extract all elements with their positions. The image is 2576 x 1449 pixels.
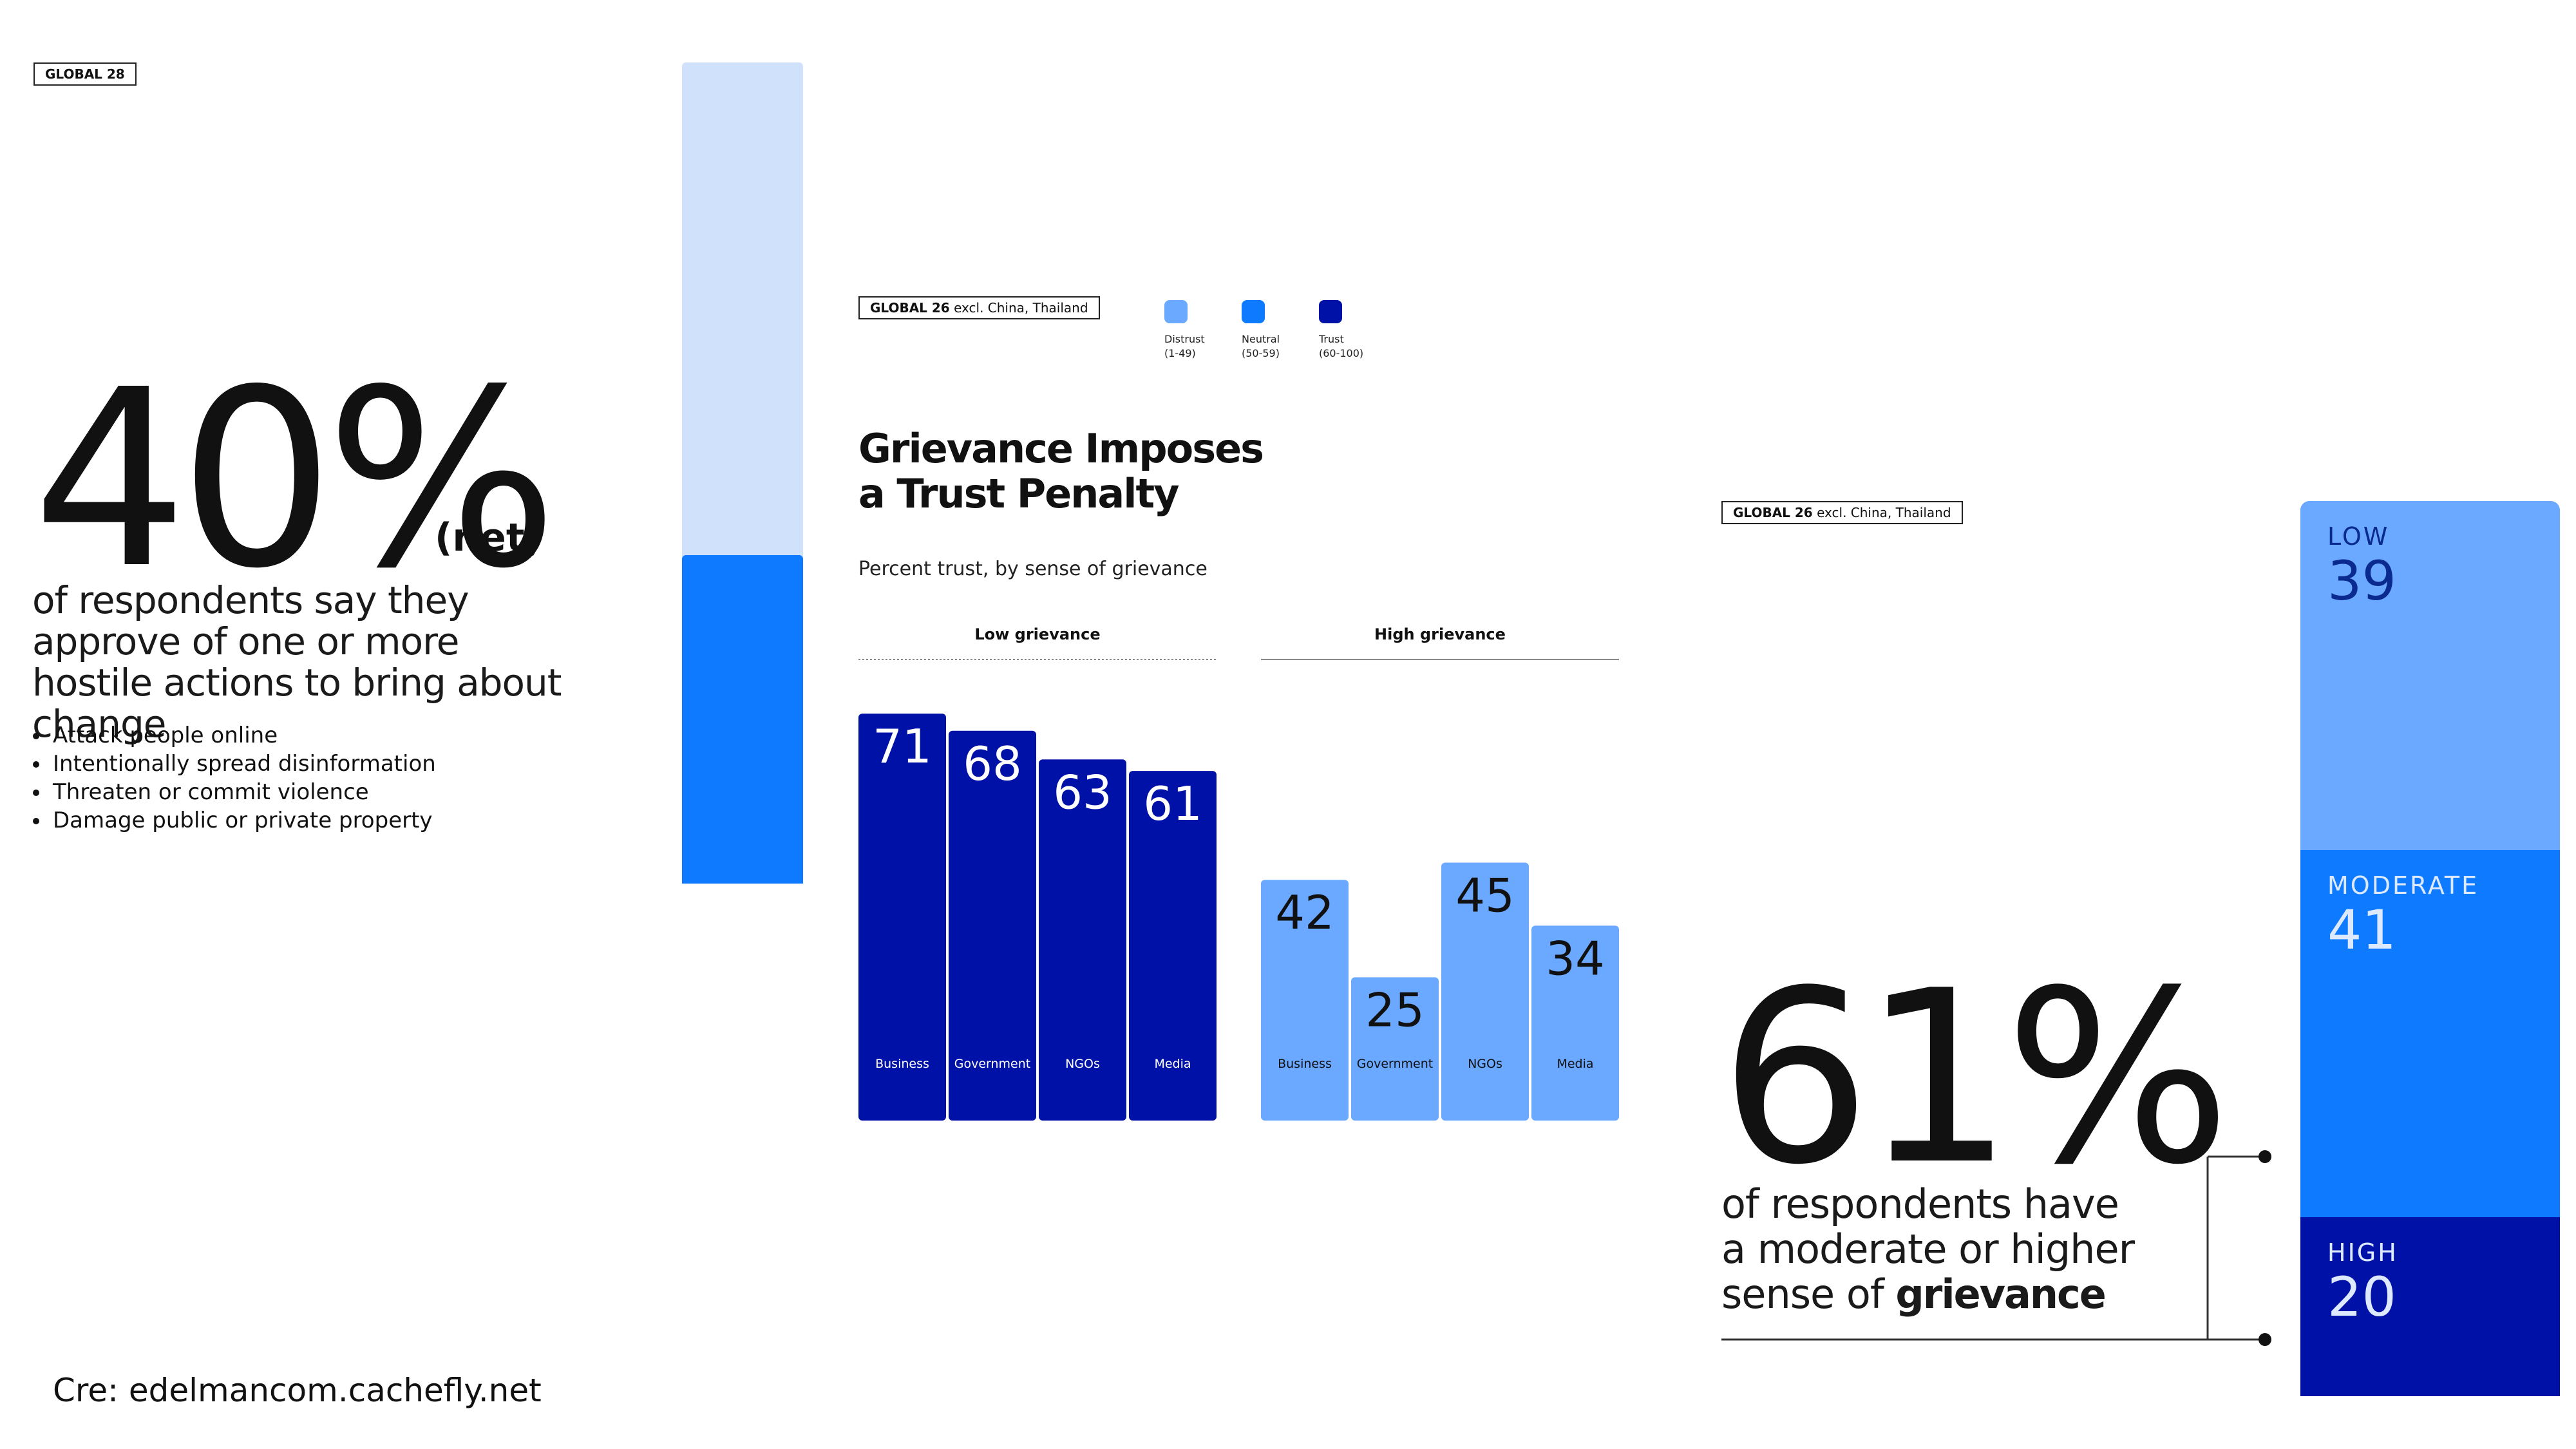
grievance-level-stack: LOW 39 MODERATE 41 HIGH 20 <box>2300 501 2560 1396</box>
chart-title-line: Grievance Imposes <box>858 425 1264 472</box>
legend-swatch <box>1164 300 1188 323</box>
legend-range: (50-59) <box>1242 347 1280 359</box>
chart-subtitle: Percent trust, by sense of grievance <box>858 558 1208 580</box>
chart-bar <box>1441 862 1529 1121</box>
bar-category-label: Media <box>1154 1057 1191 1071</box>
bracket-bottom-dot <box>2259 1333 2271 1346</box>
bar-value-label: 71 <box>873 719 932 773</box>
grievance-description-line: of respondents have <box>1721 1180 2119 1227</box>
grievance-description-line: sense of grievance <box>1721 1272 2237 1317</box>
hostile-actions-description: of respondents say they approve of one o… <box>32 578 562 746</box>
legend-item-neutral: Neutral (50-59) <box>1242 300 1280 361</box>
hostile-actions-percentage: 40% <box>32 337 558 622</box>
grievance-description-line: a moderate or higher <box>1721 1226 2135 1273</box>
bar-value-label: 61 <box>1143 777 1202 831</box>
bracket-connector <box>1721 1150 2271 1346</box>
region-tag-bold: GLOBAL 26 <box>1733 505 1813 520</box>
group-label: Low grievance <box>974 625 1100 643</box>
bracket-top-dot <box>2259 1150 2271 1163</box>
chart-bar <box>1129 771 1217 1121</box>
bar-category-label: Business <box>1278 1057 1332 1071</box>
hostile-actions-list: Attack people online Intentionally sprea… <box>30 721 630 835</box>
list-item: Threaten or commit violence <box>50 778 630 806</box>
region-tag: GLOBAL 26 excl. China, Thailand <box>858 296 1100 319</box>
bar-value-label: 42 <box>1275 886 1334 940</box>
chart-title-line: a Trust Penalty <box>858 470 1180 517</box>
bar-category-label: Business <box>875 1057 929 1071</box>
chart-bar <box>858 714 946 1121</box>
legend-item-distrust: Distrust (1-49) <box>1164 300 1205 361</box>
bar-category-label: Government <box>954 1057 1031 1071</box>
region-tag-bold: GLOBAL 26 <box>870 300 950 316</box>
grievance-description-text: sense of <box>1721 1271 1896 1318</box>
hostile-actions-progress-fill <box>682 555 803 884</box>
region-tag-detail: excl. China, Thailand <box>949 300 1088 316</box>
bar-value-label: 63 <box>1053 765 1112 819</box>
region-tag-detail: excl. China, Thailand <box>1812 505 1951 520</box>
segment-name: HIGH <box>2327 1238 2398 1267</box>
list-item: Attack people online <box>50 721 630 750</box>
legend-label: Neutral <box>1242 333 1280 345</box>
bar-value-label: 45 <box>1455 869 1515 923</box>
segment-name: MODERATE <box>2327 871 2479 900</box>
bar-value-label: 68 <box>963 737 1022 791</box>
grievance-keyword: grievance <box>1895 1271 2106 1318</box>
bar-category-label: NGOs <box>1065 1057 1100 1071</box>
region-tag: GLOBAL 26 excl. China, Thailand <box>1721 501 1963 524</box>
segment-value: 20 <box>2327 1265 2396 1329</box>
legend-item-trust: Trust (60-100) <box>1319 300 1363 361</box>
list-item: Damage public or private property <box>50 806 630 835</box>
region-tag: GLOBAL 28 <box>33 62 137 86</box>
chart-title: Grievance Imposes a Trust Penalty <box>858 425 1264 517</box>
bar-category-label: NGOs <box>1468 1057 1502 1071</box>
grievance-segment-moderate: MODERATE 41 <box>2300 850 2560 1217</box>
segment-value: 41 <box>2327 898 2396 962</box>
segment-value: 39 <box>2327 549 2396 612</box>
bar-value-label: 25 <box>1365 983 1425 1037</box>
hostile-actions-progress-track <box>682 62 803 884</box>
grievance-segment-low: LOW 39 <box>2300 501 2560 851</box>
net-label: (net) <box>435 515 542 560</box>
legend-range: (1-49) <box>1164 347 1196 359</box>
grievance-percentage: 61% <box>1719 940 2231 1217</box>
legend-range: (60-100) <box>1319 347 1364 359</box>
segment-name: LOW <box>2327 522 2390 551</box>
bar-category-label: Government <box>1357 1057 1434 1071</box>
chart-bar <box>1531 925 1619 1121</box>
list-item: Intentionally spread disinformation <box>50 750 630 778</box>
group-label: High grievance <box>1374 625 1506 643</box>
bar-category-label: Media <box>1557 1057 1593 1071</box>
legend-label: Distrust <box>1164 333 1205 345</box>
grievance-description: of respondents have a moderate or higher… <box>1721 1182 2237 1317</box>
legend-label: Trust <box>1319 333 1344 345</box>
grievance-segment-high: HIGH 20 <box>2300 1217 2560 1396</box>
chart-bar <box>1261 880 1349 1121</box>
chart-bar <box>1039 759 1126 1121</box>
source-credit: Cre: edelmancom.cachefly.net <box>53 1372 542 1409</box>
chart-bar <box>949 730 1036 1121</box>
legend-swatch <box>1319 300 1342 323</box>
trust-bar-chart: Low grievance 71 Business 68 Government 63 NGO… <box>858 625 1619 1121</box>
chart-bar <box>1351 977 1439 1121</box>
bar-value-label: 34 <box>1546 931 1605 985</box>
legend-swatch <box>1242 300 1265 323</box>
